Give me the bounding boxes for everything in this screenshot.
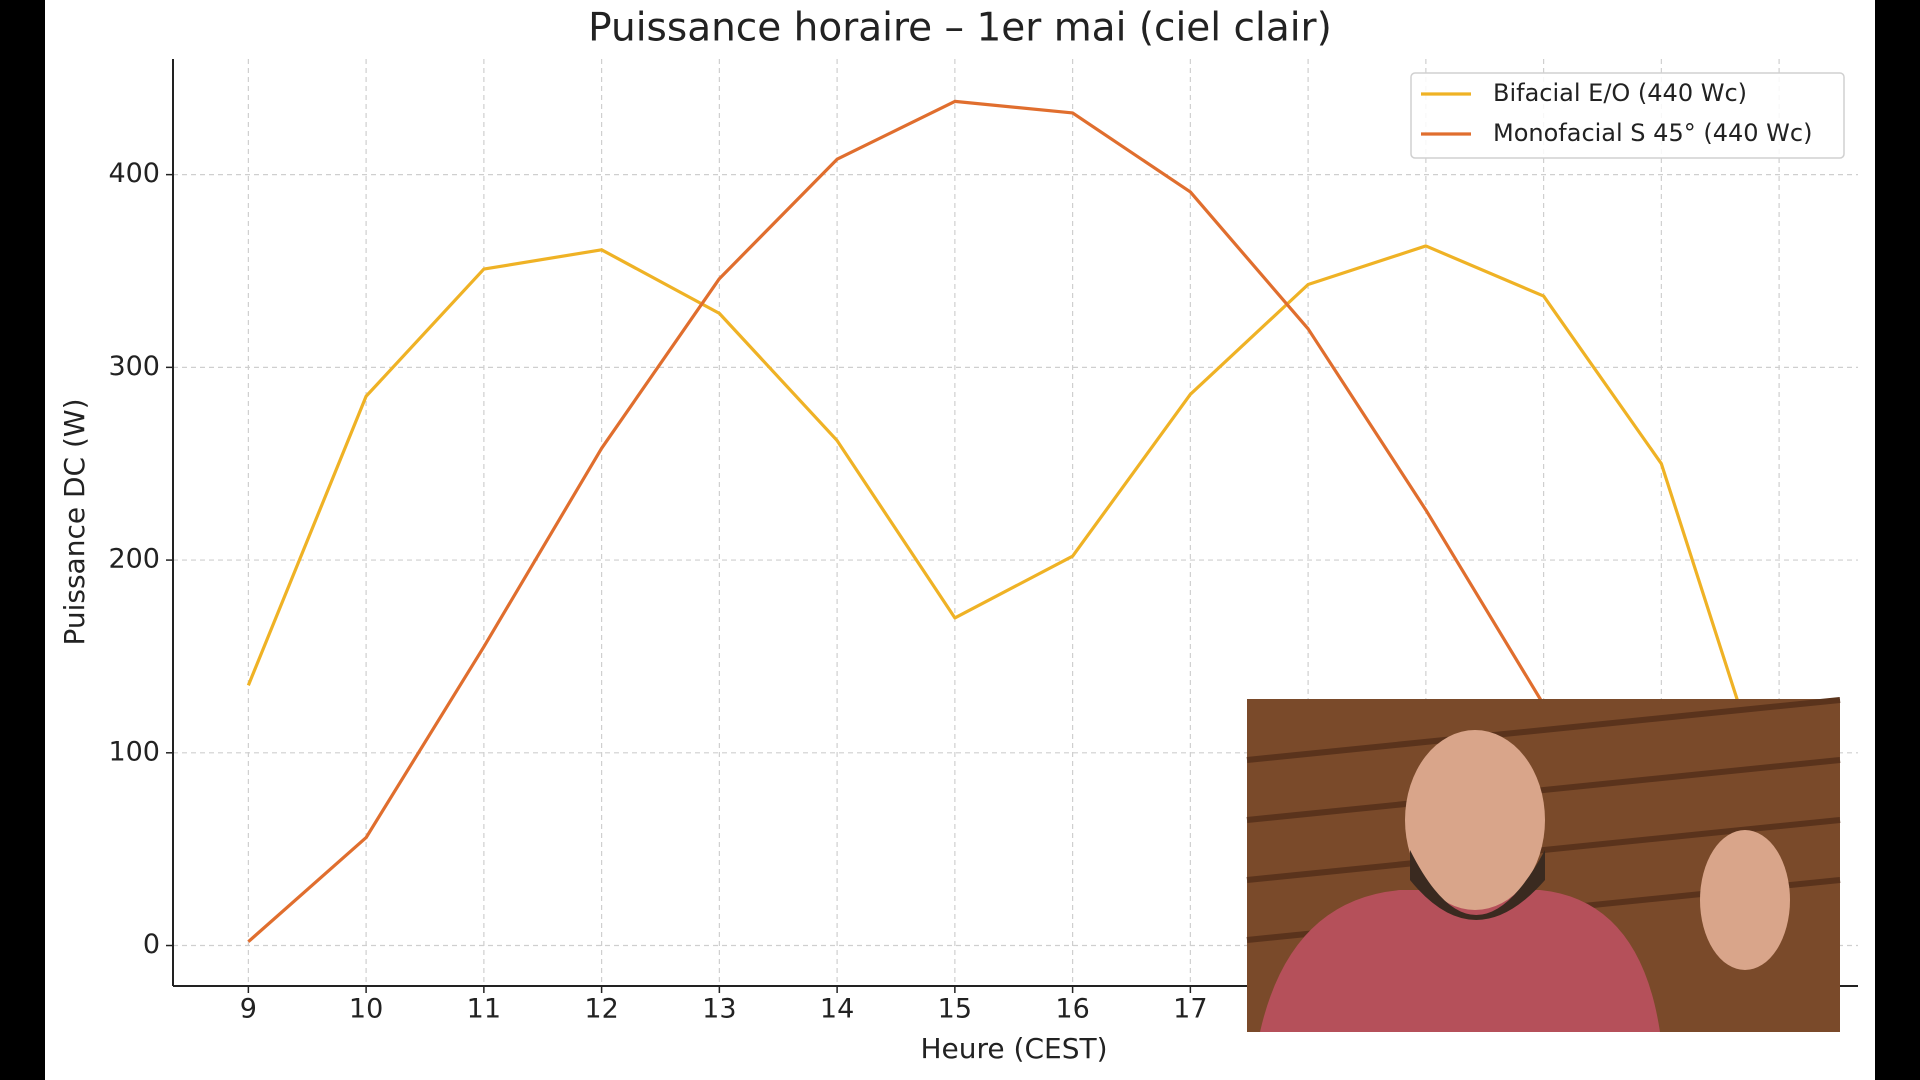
data-line xyxy=(246,244,1781,831)
y-axis-label: Puissance DC (W) xyxy=(58,398,91,645)
x-axis-label: Heure (CEST) xyxy=(920,1032,1107,1065)
x-tick-label: 10 xyxy=(349,994,383,1025)
data-line xyxy=(247,99,1780,943)
person-beard xyxy=(1410,850,1545,920)
y-tick-label: 100 xyxy=(108,736,160,767)
wood-planks xyxy=(1246,697,1841,943)
y-tick-label: 400 xyxy=(108,158,160,189)
legend-label: Bifacial E/O (440 Wc) xyxy=(1493,79,1747,107)
x-tick-label: 15 xyxy=(938,994,972,1025)
x-tick-label: 17 xyxy=(1173,994,1207,1025)
person-hand xyxy=(1700,830,1790,970)
person-shirt xyxy=(1260,890,1660,1032)
x-tick-label: 16 xyxy=(1055,994,1089,1025)
y-tick-label: 300 xyxy=(108,351,160,382)
webcam-overlay xyxy=(1246,697,1841,1032)
y-tick-label: 200 xyxy=(108,544,160,575)
x-tick-label: 13 xyxy=(702,994,736,1025)
chart-title: Puissance horaire – 1er mai (ciel clair) xyxy=(588,6,1332,51)
person-head xyxy=(1405,730,1545,910)
x-tick-label: 12 xyxy=(584,994,618,1025)
legend-box xyxy=(1410,72,1845,159)
x-tick-label: 9 xyxy=(240,994,257,1025)
y-tick-label: 0 xyxy=(143,929,160,960)
x-tick-label: 11 xyxy=(467,994,501,1025)
x-tick-label: 14 xyxy=(820,994,854,1025)
legend-label: Monofacial S 45° (440 Wc) xyxy=(1493,119,1812,147)
